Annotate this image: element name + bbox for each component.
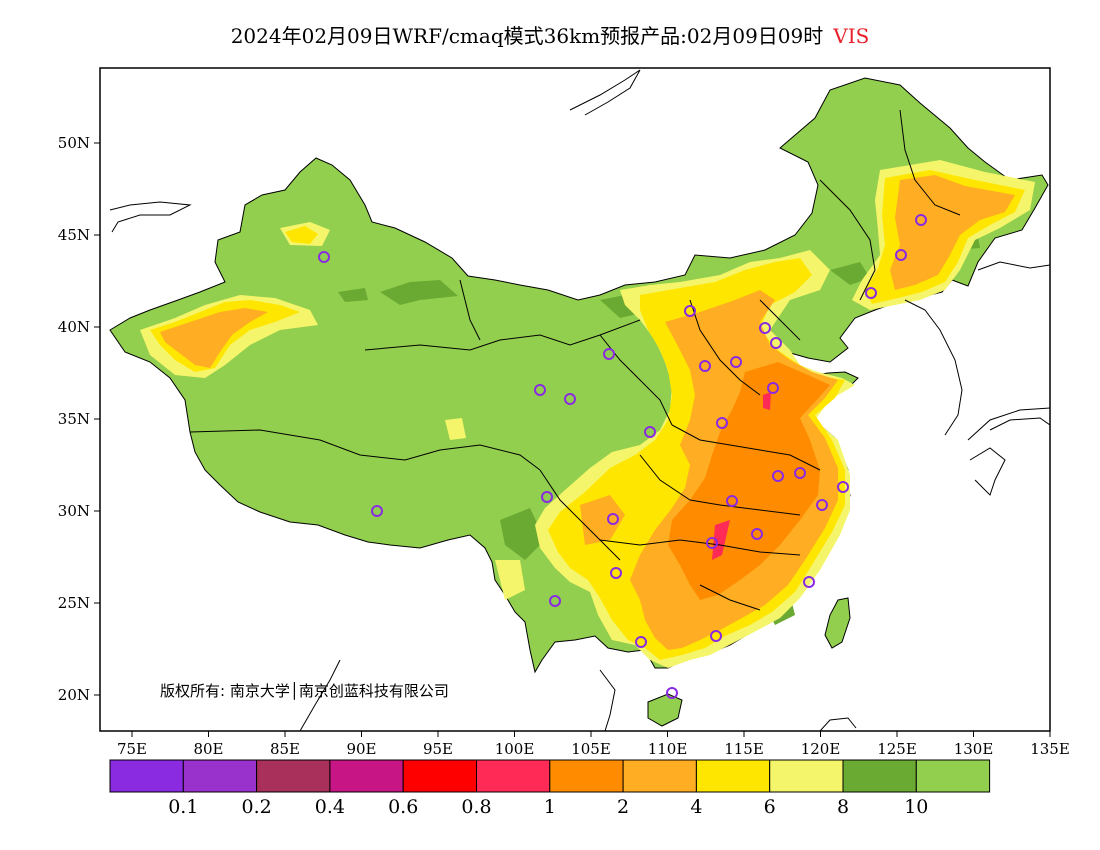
- lon-tick-label: 80E: [193, 740, 223, 758]
- station-marker: [644, 426, 656, 438]
- lon-tick-label: 130E: [954, 740, 994, 758]
- colorbar-label: 0.4: [315, 796, 345, 818]
- station-marker: [610, 567, 622, 579]
- station-marker: [726, 495, 738, 507]
- latitude-axis: 50N 45N 40N 35N 30N 25N 20N: [58, 134, 100, 704]
- map-title: 2024年02月09日WRF/cmaq模式36km预报产品:02月09日09时 V…: [0, 20, 1100, 49]
- lon-tick-label: 110E: [648, 740, 688, 758]
- colorbar-label: 8: [837, 796, 849, 818]
- lon-tick-label: 135E: [1030, 740, 1070, 758]
- map-content: 版权所有: 南京大学│南京创蓝科技有限公司: [100, 68, 1050, 731]
- station-marker: [541, 491, 553, 503]
- station-marker: [318, 251, 330, 263]
- colorbar-swatch: [769, 759, 844, 793]
- colorbar-label: 4: [690, 796, 702, 818]
- colorbar-swatch: [549, 759, 624, 793]
- colorbar: [109, 759, 991, 793]
- station-marker: [772, 470, 784, 482]
- colorbar-swatch: [842, 759, 917, 793]
- title-variable: VIS: [833, 24, 870, 48]
- lon-tick-label: 125E: [877, 740, 917, 758]
- colorbar-swatch: [329, 759, 404, 793]
- colorbar-labels: 0.1 0.2 0.4 0.6 0.8 1 2 4 6 8 10: [168, 796, 928, 818]
- station-markers: [318, 214, 927, 699]
- colorbar-swatch: [476, 759, 551, 793]
- colorbar-label: 10: [904, 796, 928, 818]
- station-marker: [371, 505, 383, 517]
- station-marker: [564, 393, 576, 405]
- lat-tick-label: 35N: [58, 410, 90, 428]
- colorbar-swatch: [402, 759, 478, 793]
- station-marker: [603, 348, 615, 360]
- neighbor-coastlines: [109, 69, 1050, 731]
- lat-tick-label: 30N: [58, 502, 90, 520]
- lat-tick-label: 50N: [58, 134, 90, 152]
- station-marker: [770, 337, 782, 349]
- station-marker: [706, 537, 718, 549]
- lon-tick-label: 95E: [423, 740, 453, 758]
- colorbar-swatch: [695, 759, 771, 793]
- station-marker: [666, 687, 678, 699]
- colorbar-swatch: [109, 759, 184, 793]
- colorbar-swatch: [256, 759, 331, 793]
- colorbar-label: 0.8: [461, 796, 491, 818]
- station-marker: [751, 528, 763, 540]
- copyright-text: 版权所有: 南京大学│南京创蓝科技有限公司: [160, 681, 449, 700]
- lon-tick-label: 105E: [571, 740, 611, 758]
- station-marker: [534, 384, 546, 396]
- lon-tick-label: 100E: [495, 740, 535, 758]
- station-marker: [716, 417, 728, 429]
- colorbar-label: 1: [544, 796, 556, 818]
- station-marker: [684, 305, 696, 317]
- colorbar-swatch: [915, 759, 991, 793]
- lon-tick-label: 115E: [724, 740, 764, 758]
- station-marker: [865, 287, 877, 299]
- lon-tick-label: 90E: [346, 740, 376, 758]
- colorbar-label: 2: [617, 796, 629, 818]
- colorbar-label: 6: [764, 796, 776, 818]
- station-marker: [837, 481, 849, 493]
- station-marker: [730, 356, 742, 368]
- colorbar-label: 0.6: [388, 796, 418, 818]
- station-marker: [635, 636, 647, 648]
- colorbar-label: 0.2: [241, 796, 271, 818]
- lat-tick-label: 40N: [58, 318, 90, 336]
- lat-tick-label: 45N: [58, 226, 90, 244]
- colorbar-swatch: [182, 759, 258, 793]
- station-marker: [759, 322, 771, 334]
- station-marker: [794, 467, 806, 479]
- station-marker: [699, 360, 711, 372]
- lat-tick-label: 20N: [58, 686, 90, 704]
- lon-tick-label: 120E: [801, 740, 841, 758]
- longitude-axis: 75E 80E 85E 90E 95E 100E 105E 110E 115E 120E 125E 1…: [117, 731, 1070, 758]
- colorbar-label: 0.1: [168, 796, 198, 818]
- station-marker: [803, 576, 815, 588]
- lat-tick-label: 25N: [58, 594, 90, 612]
- station-marker: [710, 630, 722, 642]
- title-main: 2024年02月09日WRF/cmaq模式36km预报产品:02月09日09时: [230, 24, 824, 48]
- station-marker: [895, 249, 907, 261]
- station-marker: [607, 513, 619, 525]
- station-marker: [767, 382, 779, 394]
- station-marker: [915, 214, 927, 226]
- lon-tick-label: 75E: [117, 740, 147, 758]
- taiwan-island: [824, 597, 851, 649]
- map-frame: [99, 67, 1051, 732]
- station-marker: [549, 595, 561, 607]
- colorbar-swatch: [622, 759, 697, 793]
- lon-tick-label: 85E: [270, 740, 300, 758]
- station-marker: [816, 499, 828, 511]
